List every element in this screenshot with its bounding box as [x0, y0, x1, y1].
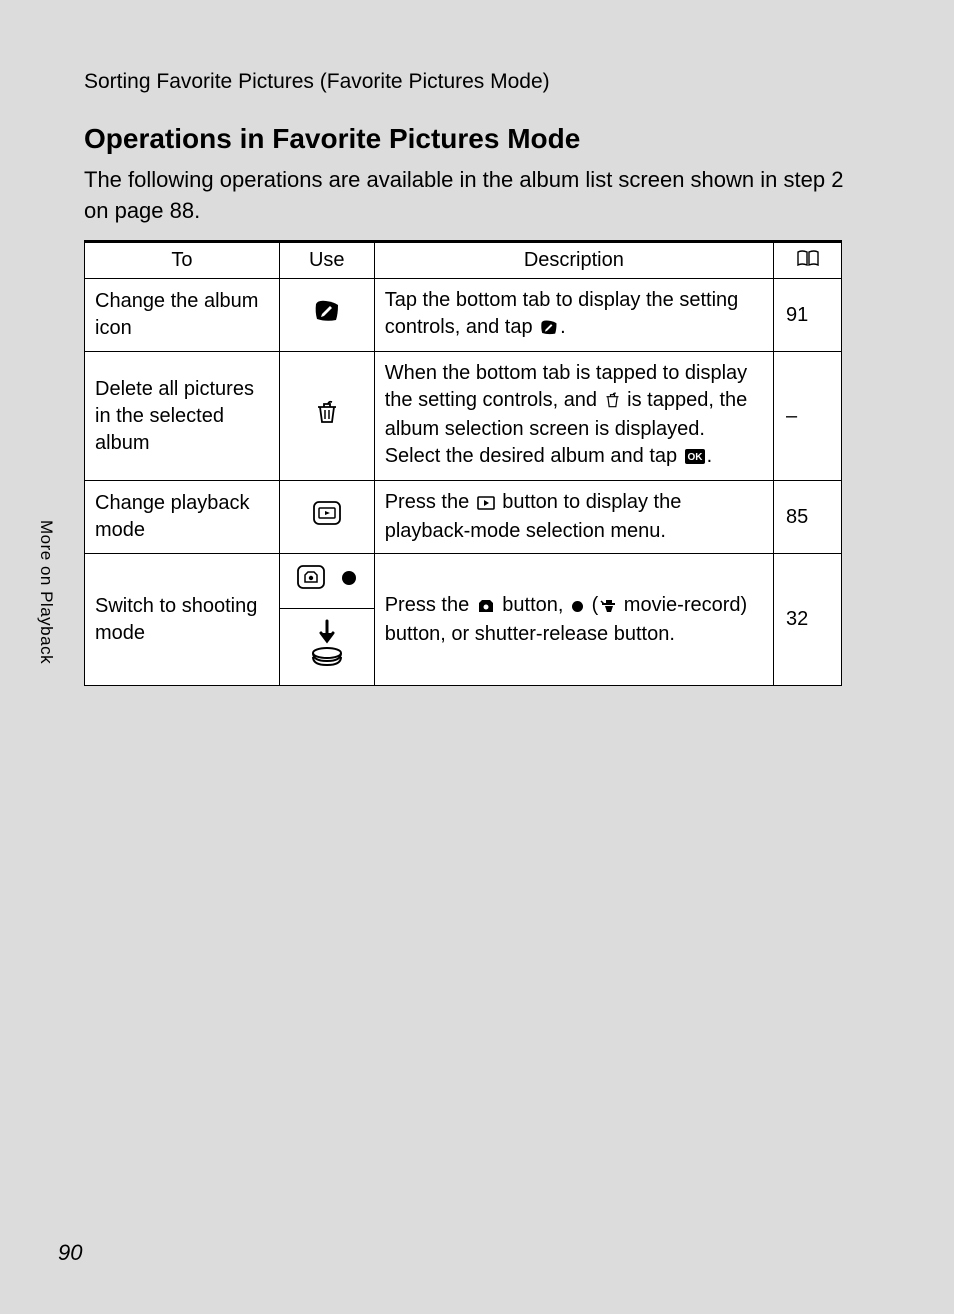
table-row: Change playback mode Press the button to…	[85, 481, 842, 554]
col-header-desc: Description	[374, 242, 773, 279]
edit-icon	[540, 316, 558, 343]
shutter-press-icon	[307, 619, 347, 675]
trash-icon	[605, 389, 620, 416]
camera-button-icon	[296, 564, 326, 598]
trash-icon	[316, 400, 338, 432]
cell-use	[279, 554, 374, 686]
cell-desc: Press the button, ( movie-record) button…	[374, 554, 773, 686]
cell-to: Delete all pictures in the selected albu…	[85, 352, 280, 481]
manual-page: Sorting Favorite Pictures (Favorite Pict…	[0, 0, 954, 1314]
side-tab-label: More on Playback	[36, 520, 56, 664]
record-dot-icon	[340, 568, 358, 595]
camera-icon	[477, 594, 495, 621]
cell-desc: When the bottom tab is tapped to display…	[374, 352, 773, 481]
playback-icon	[312, 500, 342, 534]
edit-icon	[314, 300, 340, 330]
breadcrumb: Sorting Favorite Pictures (Favorite Pict…	[84, 70, 550, 94]
cell-ref: 91	[774, 279, 842, 352]
table-row: Switch to shooting mode	[85, 554, 842, 686]
svg-text:OK: OK	[687, 452, 703, 463]
col-header-to: To	[85, 242, 280, 279]
cell-to: Change the album icon	[85, 279, 280, 352]
cell-ref: 32	[774, 554, 842, 686]
cell-ref: –	[774, 352, 842, 481]
book-icon	[797, 249, 819, 272]
page-title: Operations in Favorite Pictures Mode	[84, 123, 580, 155]
record-dot-icon	[571, 594, 584, 621]
col-header-use: Use	[279, 242, 374, 279]
cell-to: Switch to shooting mode	[85, 554, 280, 686]
play-button-icon	[477, 491, 495, 518]
cell-to: Change playback mode	[85, 481, 280, 554]
cell-use	[279, 279, 374, 352]
cell-use	[279, 481, 374, 554]
operations-table: To Use Description Change the album icon	[84, 240, 842, 686]
cell-use	[279, 352, 374, 481]
table-row: Delete all pictures in the selected albu…	[85, 352, 842, 481]
table-header-row: To Use Description	[85, 242, 842, 279]
ok-icon: OK	[685, 445, 705, 472]
page-number: 90	[58, 1240, 82, 1266]
intro-text: The following operations are available i…	[84, 165, 854, 227]
movie-icon	[600, 594, 616, 621]
cell-desc: Press the button to display the playback…	[374, 481, 773, 554]
table-row: Change the album icon Tap the bottom tab…	[85, 279, 842, 352]
cell-desc: Tap the bottom tab to display the settin…	[374, 279, 773, 352]
cell-ref: 85	[774, 481, 842, 554]
col-header-ref	[774, 242, 842, 279]
